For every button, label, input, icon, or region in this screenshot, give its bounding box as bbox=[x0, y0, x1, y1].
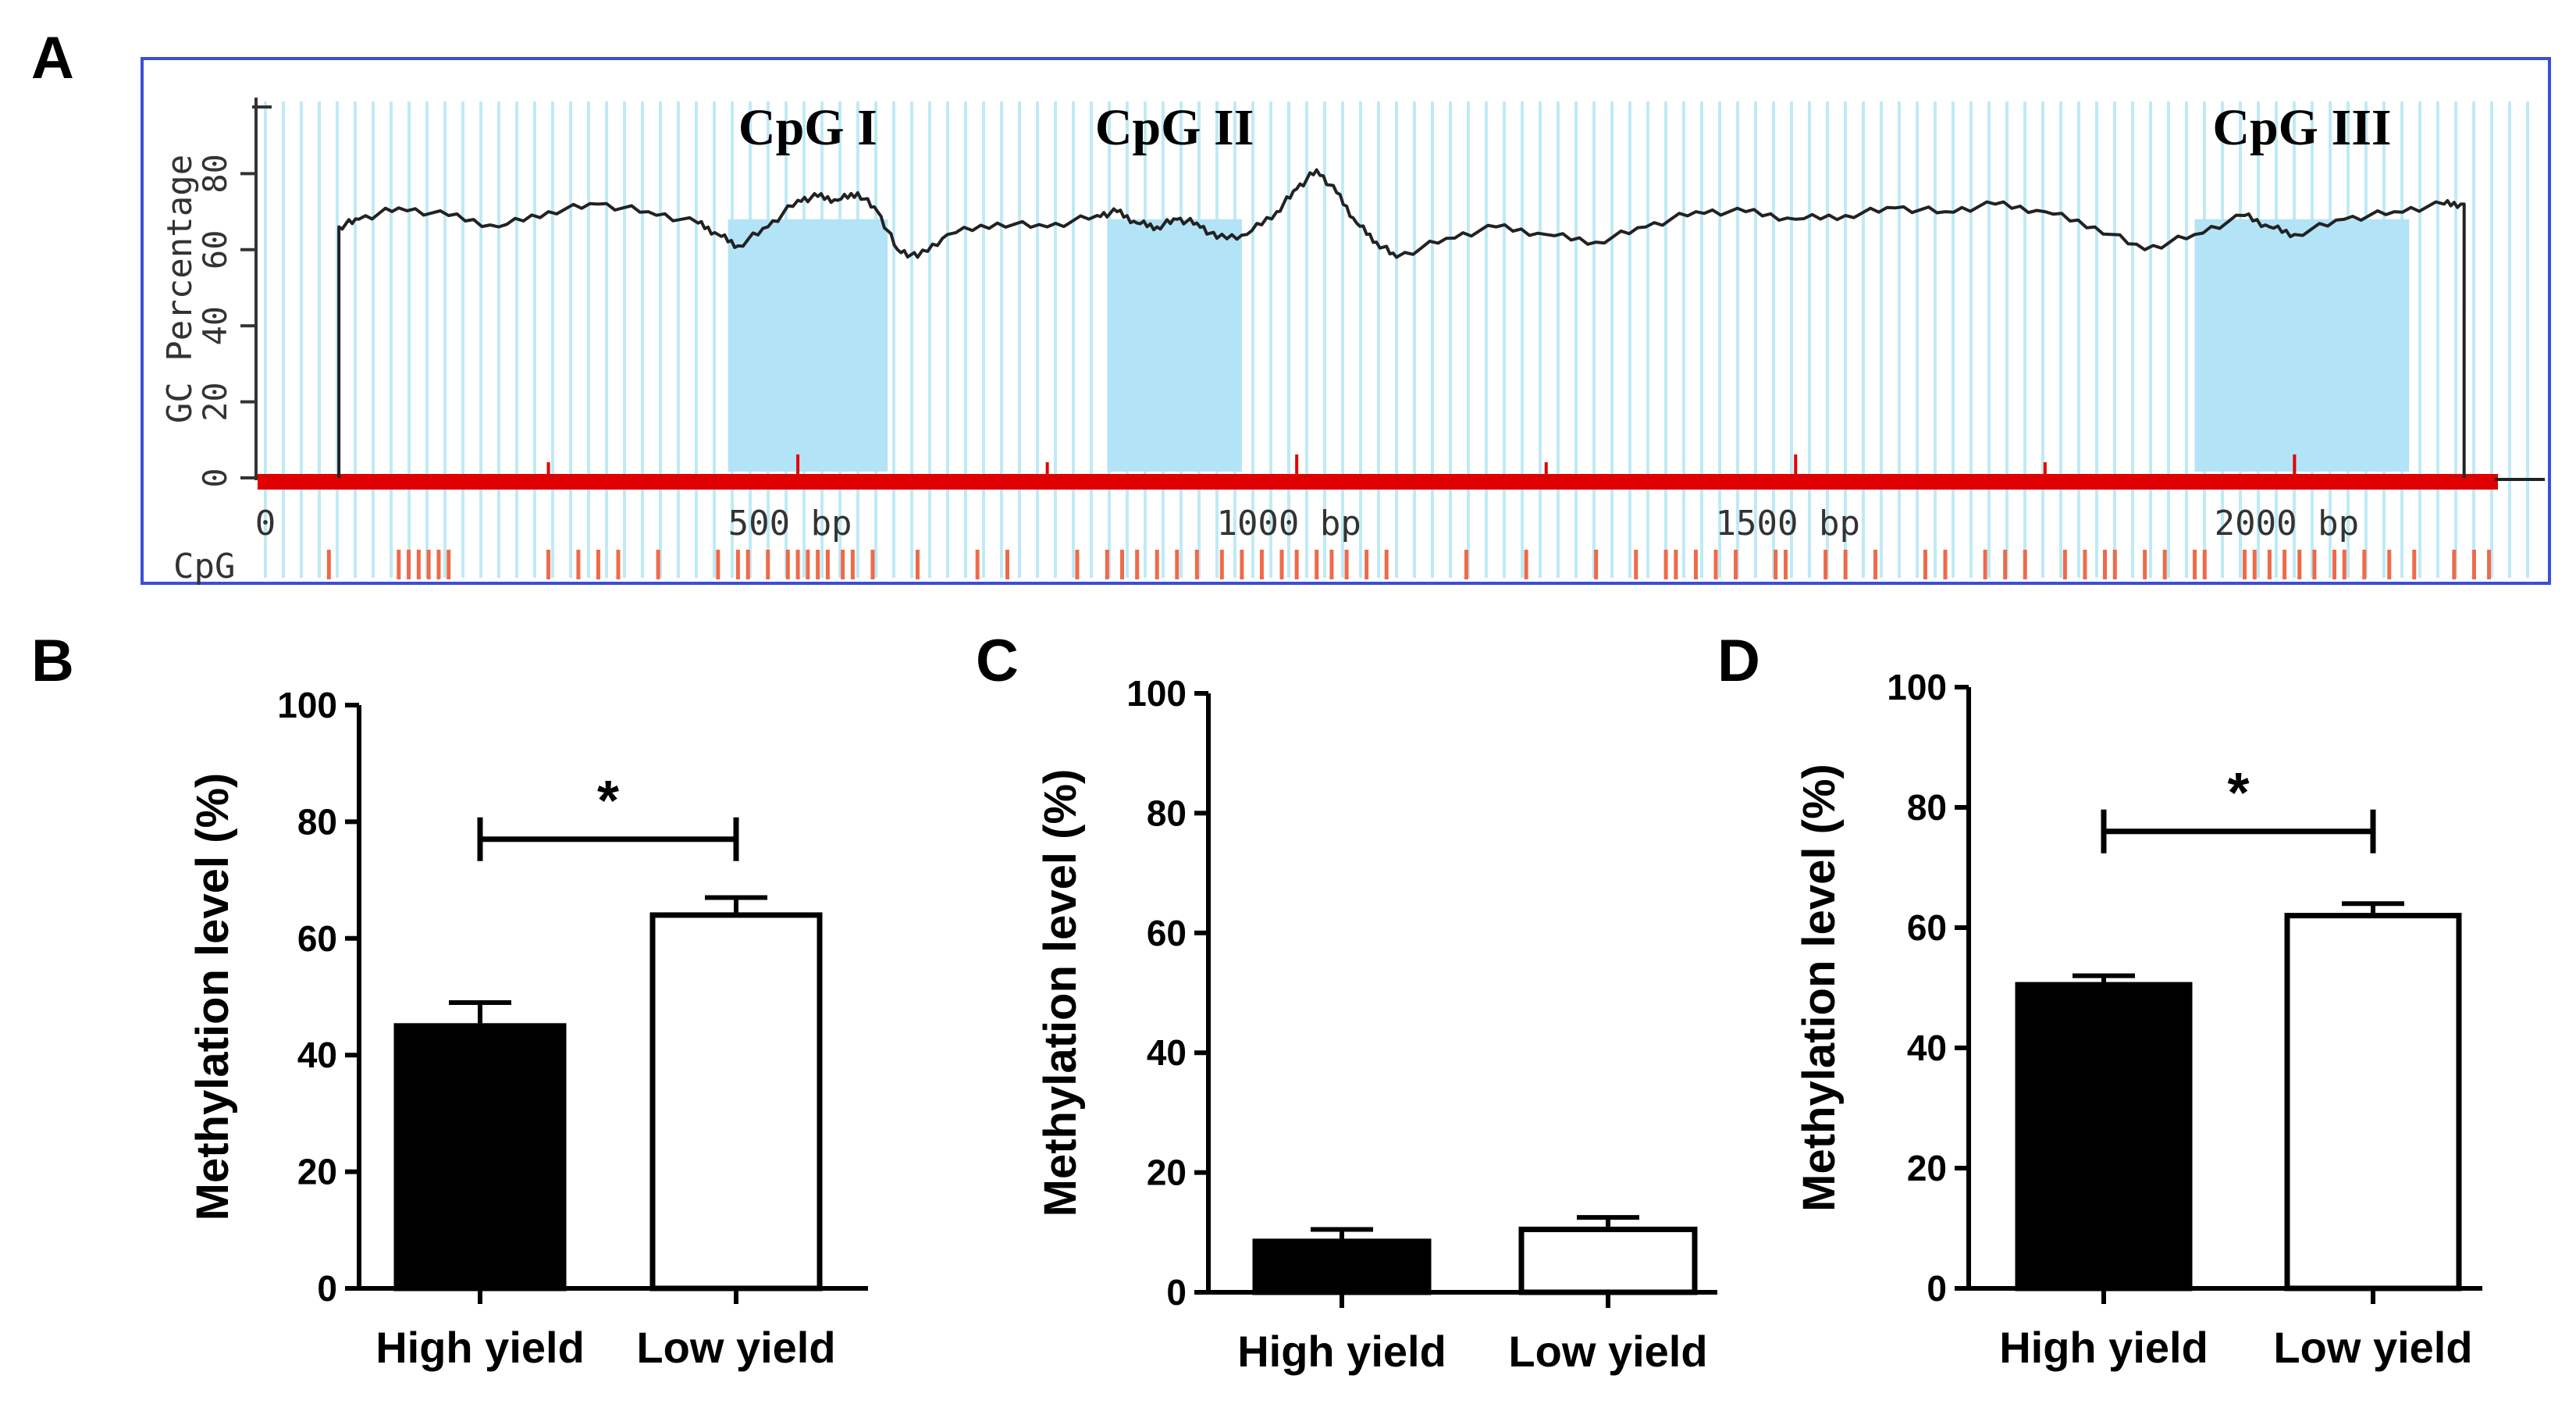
bp-tick-label: 1000 bp bbox=[1216, 504, 1361, 543]
cpg-island-label: CpG II bbox=[1095, 99, 1254, 156]
y-tick-label: 100 bbox=[1887, 667, 1947, 707]
bar bbox=[2015, 982, 2193, 1292]
gc-plot-axes: 0 20 40 60 80 0 500 bp 1000 bp 1500 bp 2000 bp bbox=[196, 98, 2545, 543]
category-label: High yield bbox=[1237, 1327, 1446, 1376]
panel-letter-a: A bbox=[31, 25, 74, 91]
cpg-island-region bbox=[728, 219, 888, 472]
cpg-island-regions: CpG I CpG II CpG III bbox=[728, 99, 2410, 472]
bar-panel-c: Methylation level (%) 0 20 40 60 80 100 High y… bbox=[1035, 673, 1717, 1376]
cpg-island-region bbox=[1107, 219, 1242, 472]
category-label: High yield bbox=[1999, 1323, 2208, 1372]
y-tick-label: 40 bbox=[1147, 1032, 1187, 1073]
cpg-island-label: CpG III bbox=[2212, 99, 2391, 156]
gc-y-tick-label: 60 bbox=[196, 230, 234, 270]
panel-letter-b: B bbox=[31, 628, 74, 694]
y-tick-label: 20 bbox=[297, 1152, 337, 1192]
gc-percentage-line bbox=[337, 168, 2466, 479]
cpg-island-label: CpG I bbox=[738, 99, 877, 156]
y-tick-label: 80 bbox=[1147, 793, 1187, 833]
panel-letter-c: C bbox=[976, 628, 1019, 694]
bar bbox=[2284, 913, 2462, 1292]
gc-plot-background bbox=[141, 57, 2551, 585]
category-label: High yield bbox=[375, 1323, 585, 1372]
y-axis-label-c: Methylation level (%) bbox=[1035, 769, 1086, 1217]
y-axis-label-d: Methylation level (%) bbox=[1794, 764, 1845, 1212]
bar-panel-b: Methylation level (%) 0 20 40 60 80 100 High y… bbox=[187, 685, 868, 1372]
category-label: Low yield bbox=[2273, 1323, 2472, 1372]
sequence-baseline bbox=[258, 474, 2498, 490]
bp-tick-label: 0 bbox=[255, 504, 276, 543]
y-axis-label-b: Methylation level (%) bbox=[187, 773, 238, 1221]
y-tick-label: 100 bbox=[1126, 673, 1187, 714]
bp-tick-label: 500 bp bbox=[728, 504, 852, 543]
y-tick-label: 80 bbox=[1907, 787, 1947, 828]
y-tick-label: 80 bbox=[297, 801, 337, 842]
gc-y-tick-label: 20 bbox=[196, 382, 234, 422]
gc-y-tick-label: 40 bbox=[196, 306, 234, 346]
y-tick-label: 0 bbox=[317, 1268, 337, 1309]
y-tick-label: 0 bbox=[1927, 1268, 1947, 1309]
category-label: Low yield bbox=[636, 1323, 835, 1372]
y-tick-label: 40 bbox=[297, 1035, 337, 1075]
gc-y-tick-label: 80 bbox=[196, 154, 234, 194]
gc-plot-labels: GC Percentage CpG bbox=[160, 155, 235, 586]
y-tick-label: 60 bbox=[1907, 907, 1947, 948]
bar bbox=[649, 912, 823, 1292]
category-label: Low yield bbox=[1508, 1327, 1707, 1376]
bar-panel-d: Methylation level (%) 0 20 40 60 80 100 High y… bbox=[1794, 667, 2482, 1372]
gc-profile bbox=[337, 168, 2466, 479]
y-tick-label: 40 bbox=[1907, 1028, 1947, 1068]
bar bbox=[1252, 1238, 1432, 1295]
y-tick-label: 20 bbox=[1147, 1153, 1187, 1193]
bp-tick-label: 1500 bp bbox=[1716, 504, 1860, 543]
bp-tick-label: 2000 bp bbox=[2215, 504, 2359, 543]
panel-letter-d: D bbox=[1717, 628, 1760, 694]
y-tick-label: 60 bbox=[1147, 913, 1187, 953]
gc-y-tick-label: 0 bbox=[196, 468, 234, 487]
gc-content-panel: CpG I CpG II CpG III 0 20 40 60 80 0 500 bp 1000 … bbox=[141, 57, 2551, 586]
significance-label: * bbox=[2227, 762, 2249, 825]
bar bbox=[393, 1023, 567, 1292]
cpg-island-region bbox=[2194, 219, 2410, 472]
significance-label: * bbox=[597, 770, 619, 832]
cpg-row-label: CpG bbox=[173, 547, 235, 586]
y-tick-label: 60 bbox=[297, 918, 337, 959]
cpg-site-track bbox=[326, 550, 2492, 579]
gc-y-axis-label: GC Percentage bbox=[160, 155, 200, 423]
y-tick-label: 100 bbox=[277, 685, 337, 725]
y-tick-label: 0 bbox=[1166, 1272, 1187, 1313]
y-tick-label: 20 bbox=[1907, 1148, 1947, 1188]
bar bbox=[1518, 1226, 1698, 1295]
